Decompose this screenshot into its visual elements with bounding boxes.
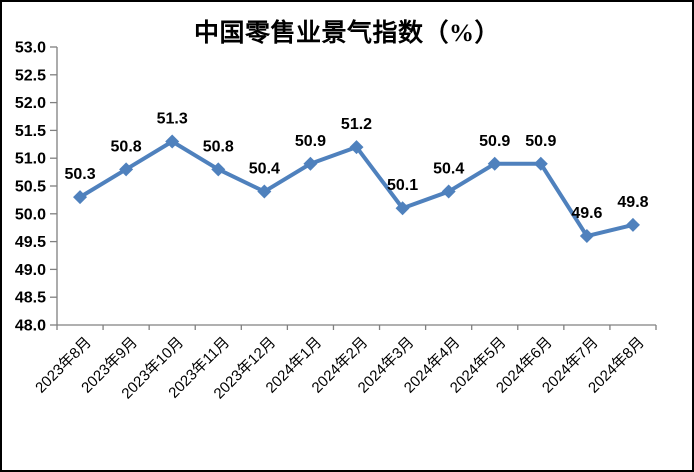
data-point-marker bbox=[119, 162, 134, 177]
data-point-marker bbox=[487, 156, 502, 171]
data-label: 51.2 bbox=[341, 116, 372, 133]
data-point-marker bbox=[73, 190, 88, 205]
data-label: 50.4 bbox=[433, 161, 464, 178]
y-tick-label: 53.0 bbox=[15, 40, 46, 57]
series-line bbox=[78, 139, 635, 239]
y-tick-label: 50.5 bbox=[15, 179, 46, 196]
data-point-marker bbox=[165, 134, 180, 149]
y-tick-label: 50.0 bbox=[15, 206, 46, 223]
data-label: 49.8 bbox=[617, 194, 648, 211]
data-label: 50.8 bbox=[111, 138, 142, 155]
data-point-marker bbox=[441, 184, 456, 199]
y-tick-label: 49.5 bbox=[15, 234, 46, 251]
data-label: 50.1 bbox=[387, 177, 418, 194]
y-tick-label: 48.5 bbox=[15, 290, 46, 307]
data-point-marker bbox=[211, 162, 226, 177]
data-label: 50.9 bbox=[525, 133, 556, 150]
data-label: 50.9 bbox=[479, 133, 510, 150]
data-label: 50.9 bbox=[295, 133, 326, 150]
data-label: 50.3 bbox=[64, 166, 95, 183]
data-point-marker bbox=[579, 229, 594, 244]
y-tick-label: 52.5 bbox=[15, 67, 46, 84]
data-label: 51.3 bbox=[157, 111, 188, 128]
chart-title: 中国零售业景气指数（%） bbox=[193, 20, 500, 47]
data-label: 49.6 bbox=[571, 205, 602, 222]
y-tick-label: 49.0 bbox=[15, 262, 46, 279]
data-point-marker bbox=[395, 201, 410, 216]
y-tick-label: 51.0 bbox=[15, 151, 46, 168]
data-point-marker bbox=[303, 156, 318, 171]
y-tick-label: 52.0 bbox=[15, 95, 46, 112]
data-point-marker bbox=[349, 140, 364, 155]
data-point-marker bbox=[257, 184, 272, 199]
data-point-marker bbox=[533, 156, 548, 171]
y-tick-label: 51.5 bbox=[15, 123, 46, 140]
y-tick-label: 48.0 bbox=[15, 318, 46, 335]
data-label: 50.4 bbox=[249, 161, 280, 178]
data-point-marker bbox=[625, 217, 640, 232]
data-label: 50.8 bbox=[203, 138, 234, 155]
